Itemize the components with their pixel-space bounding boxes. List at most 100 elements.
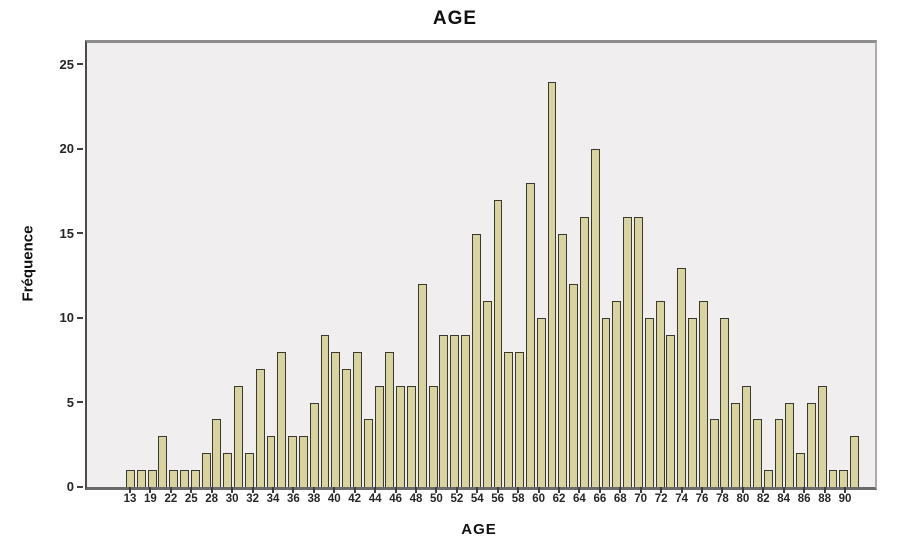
x-tick-label: 60 [532,493,545,505]
x-tick-mark [353,487,356,493]
bar [244,453,254,487]
x-tick-mark [823,487,826,493]
bar [363,419,373,487]
x-tick-mark [394,487,397,493]
bar [407,385,416,487]
bar [688,318,697,487]
y-tick-label: 15 [59,225,74,241]
y-tick-label: 25 [59,56,74,72]
bar [147,470,157,487]
x-tick-label: 80 [736,493,750,505]
x-tick-label: 58 [511,493,525,505]
bar [644,318,654,487]
bar [774,419,784,487]
x-tick-label: 88 [818,493,831,505]
x-tick-label: 72 [654,493,668,505]
x-tick-mark [210,487,213,493]
x-tick-mark [292,487,295,493]
bar [525,183,535,487]
y-tick-label: 5 [66,394,74,410]
bar [331,351,341,487]
x-tick-label: 76 [695,493,709,505]
bar [190,470,200,487]
x-tick-label: 82 [756,493,770,505]
x-tick-mark [190,487,193,493]
bar [201,453,211,487]
x-tick-label: 48 [409,493,423,505]
x-tick-mark [272,487,274,493]
bar [234,385,243,487]
x-tick-mark [312,487,315,493]
bar [752,419,762,487]
x-tick-label: 68 [613,493,627,505]
x-tick-mark [741,487,744,493]
x-tick-label: 28 [205,493,219,505]
bar [806,402,816,487]
bar [471,233,481,487]
bar [126,470,135,487]
bar [136,470,146,487]
x-tick-label: 66 [593,493,607,505]
x-tick-mark [782,487,785,493]
x-tick-label: 13 [123,493,137,505]
x-tick-mark [762,487,765,493]
y-tick-label: 20 [59,141,74,157]
x-tick-mark [374,487,377,493]
x-tick-mark [435,487,438,493]
x-tick-label: 56 [491,493,505,505]
bar [180,470,189,487]
x-tick-mark [231,487,234,493]
bar [677,267,687,487]
x-tick-mark [578,487,581,493]
bar [223,453,233,487]
bar [504,351,514,487]
bar [579,216,589,487]
bar [655,301,665,487]
x-tick-mark [455,487,458,493]
bar [817,385,827,487]
x-tick-label: 22 [164,493,178,505]
bar [536,318,546,487]
x-tick-label: 46 [389,493,402,505]
bar [428,385,438,487]
x-tick-mark [844,487,846,493]
x-tick-mark [517,487,520,493]
x-tick-label: 52 [450,493,464,505]
chart-title: AGE [432,8,478,29]
bar [709,419,719,487]
x-tick-label: 62 [552,493,566,505]
x-tick-label: 19 [143,493,157,505]
bar [601,318,611,487]
x-tick-mark [598,487,601,493]
x-tick-label: 40 [327,493,341,505]
x-tick-label: 34 [266,493,280,505]
x-tick-mark [701,487,703,493]
bar [590,149,600,487]
plot-area [85,40,877,490]
bar [169,470,179,487]
y-tick-mark [77,485,83,488]
bar [277,351,287,487]
bar [763,470,773,487]
x-tick-mark [680,487,683,493]
bar [828,470,838,487]
bar [666,335,676,487]
bar [731,402,741,487]
bar [288,436,298,487]
x-tick-label: 44 [368,493,382,505]
y-tick-label: 10 [59,310,74,326]
x-tick-label: 25 [184,493,198,505]
bar [385,351,395,487]
x-tick-label: 36 [286,493,300,505]
bar [298,436,308,487]
x-tick-mark [803,487,806,493]
bar [266,436,276,487]
bar [839,470,849,487]
y-tick-mark [77,232,83,235]
x-tick-label: 54 [470,493,484,505]
bar [796,453,806,487]
x-tick-label: 64 [572,493,586,505]
bar [396,385,406,487]
x-tick-label: 70 [634,493,648,505]
